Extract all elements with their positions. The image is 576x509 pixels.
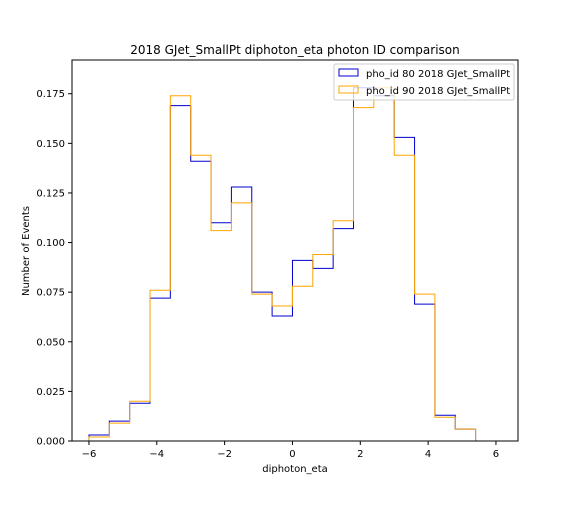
y-tick-label: 0.075 <box>36 288 65 299</box>
y-tick-label: 0.100 <box>36 238 65 249</box>
y-tick-label: 0.050 <box>36 337 65 348</box>
x-axis-ticks: −6 −4 −2 0 2 4 6 <box>82 441 499 460</box>
legend: pho_id 80 2018 GJet_SmallPt pho_id 90 20… <box>333 63 515 101</box>
y-axis-label: Number of Events <box>21 206 32 296</box>
y-tick-label: 0.125 <box>36 188 65 199</box>
y-tick-label: 0.150 <box>36 139 65 150</box>
plot-frame <box>71 59 519 442</box>
series-layer <box>88 87 477 441</box>
y-axis-ticks: 0.000 0.025 0.050 0.075 0.100 0.125 0.150 0.175 <box>36 89 72 448</box>
x-tick-label: 4 <box>425 449 431 460</box>
legend-label: pho_id 90 2018 GJet_SmallPt <box>366 86 510 97</box>
y-tick-label: 0.025 <box>36 387 65 398</box>
x-tick-label: −4 <box>149 449 164 460</box>
x-axis-label: diphoton_eta <box>262 464 328 475</box>
x-tick-label: −2 <box>217 449 232 460</box>
x-tick-label: 0 <box>289 449 295 460</box>
x-tick-label: 2 <box>357 449 363 460</box>
x-tick-label: −6 <box>82 449 97 460</box>
y-tick-label: 0.175 <box>36 89 65 100</box>
series-line <box>88 87 477 441</box>
legend-swatch <box>338 85 359 94</box>
legend-label: pho_id 80 2018 GJet_SmallPt <box>366 69 510 80</box>
series-line <box>88 87 477 441</box>
legend-box <box>333 63 515 101</box>
legend-swatch <box>338 68 359 77</box>
chart-title: 2018 GJet_SmallPt diphoton_eta photon ID… <box>130 43 459 57</box>
y-tick-label: 0.000 <box>36 437 65 448</box>
x-tick-label: 6 <box>493 449 499 460</box>
